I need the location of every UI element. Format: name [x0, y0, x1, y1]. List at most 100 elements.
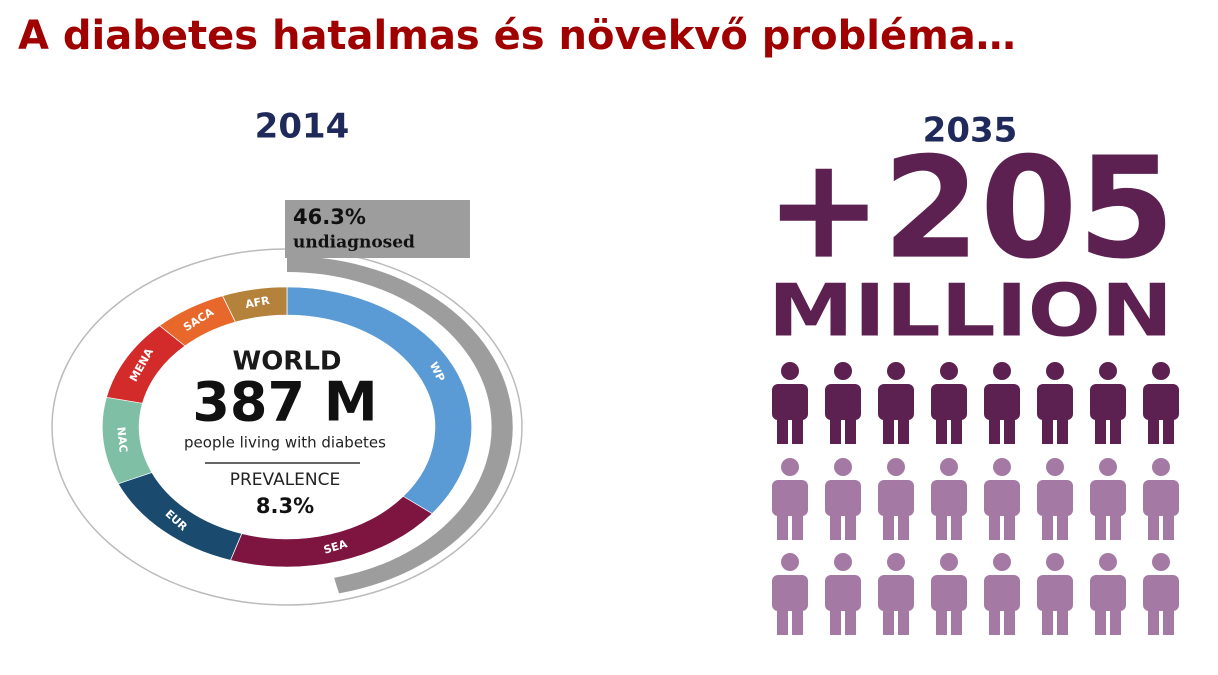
icon-leg [898, 607, 909, 635]
icon-head [781, 362, 799, 380]
icon-leg [1004, 416, 1015, 444]
icon-leg [898, 512, 909, 540]
icon-leg [1004, 607, 1015, 635]
icon-leg [1042, 512, 1053, 540]
icon-body [931, 575, 967, 611]
icon-leg [951, 512, 962, 540]
icon-body [1143, 384, 1179, 420]
icon-leg [883, 512, 894, 540]
icon-head [1152, 553, 1170, 571]
icon-leg [777, 512, 788, 540]
center-caption: people living with diabetes [184, 434, 386, 452]
icon-leg [883, 607, 894, 635]
region-label: NAC [114, 426, 130, 453]
icon-body [825, 575, 861, 611]
icon-leg [1110, 416, 1121, 444]
icon-body [825, 480, 861, 516]
icon-leg [936, 416, 947, 444]
icon-leg [830, 512, 841, 540]
icon-head [1099, 458, 1117, 476]
icon-leg [1095, 416, 1106, 444]
icon-leg [989, 607, 1000, 635]
icon-body [878, 575, 914, 611]
icon-head [1152, 458, 1170, 476]
icon-leg [845, 512, 856, 540]
icon-body [825, 384, 861, 420]
icon-leg [1095, 607, 1106, 635]
prevalence-value: 8.3% [256, 494, 314, 518]
icon-leg [830, 416, 841, 444]
region-segment [286, 286, 473, 515]
region-segment [222, 286, 288, 323]
icon-leg [1148, 512, 1159, 540]
icon-head [940, 362, 958, 380]
icon-head [993, 362, 1011, 380]
slide-title: A diabetes hatalmas és növekvő probléma… [18, 13, 1016, 59]
icon-head [834, 362, 852, 380]
increase: +205 [765, 128, 1175, 291]
icon-head [1099, 362, 1117, 380]
icon-head [1046, 362, 1064, 380]
icon-leg [1042, 416, 1053, 444]
icon-body [1037, 575, 1073, 611]
undiagnosed-arc [286, 256, 513, 594]
icon-leg [1148, 607, 1159, 635]
icon-head [781, 458, 799, 476]
icon-head [887, 458, 905, 476]
icon-head [940, 553, 958, 571]
icon-leg [883, 416, 894, 444]
icon-head [887, 362, 905, 380]
icon-head [1046, 458, 1064, 476]
icon-leg [989, 416, 1000, 444]
icon-leg [792, 416, 803, 444]
icon-body [772, 480, 808, 516]
icon-leg [1163, 416, 1174, 444]
year-2014: 2014 [255, 107, 350, 147]
icon-head [993, 458, 1011, 476]
people-icons [772, 362, 1179, 635]
icon-leg [1110, 512, 1121, 540]
icon-leg [1057, 607, 1068, 635]
icon-body [1143, 575, 1179, 611]
icon-leg [845, 607, 856, 635]
icon-head [993, 553, 1011, 571]
icon-leg [898, 416, 909, 444]
icon-leg [1163, 512, 1174, 540]
icon-head [1046, 553, 1064, 571]
icon-leg [936, 607, 947, 635]
center-heading: WORLD [233, 347, 342, 377]
undiagnosed-label: undiagnosed [293, 233, 415, 253]
icon-leg [1095, 512, 1106, 540]
icon-body [984, 575, 1020, 611]
donut-ring [52, 249, 522, 605]
icon-leg [777, 416, 788, 444]
region-label: AFR [244, 294, 271, 311]
icon-body [1037, 384, 1073, 420]
icon-leg [1057, 416, 1068, 444]
icon-body [1037, 480, 1073, 516]
icon-leg [845, 416, 856, 444]
icon-head [834, 458, 852, 476]
icon-body [1090, 575, 1126, 611]
icon-leg [951, 416, 962, 444]
icon-head [940, 458, 958, 476]
icon-leg [1163, 607, 1174, 635]
icon-body [984, 480, 1020, 516]
icon-body [931, 384, 967, 420]
icon-leg [1004, 512, 1015, 540]
icon-body [878, 480, 914, 516]
center-total: 387 M [192, 371, 377, 434]
icon-leg [792, 512, 803, 540]
icon-body [1090, 384, 1126, 420]
undiagnosed-box [285, 200, 470, 258]
prevalence-label: PREVALENCE [230, 470, 341, 490]
unit: MILLION [768, 269, 1173, 353]
icon-body [878, 384, 914, 420]
icon-head [834, 553, 852, 571]
icon-leg [936, 512, 947, 540]
icon-body [772, 384, 808, 420]
icon-body [1090, 480, 1126, 516]
icon-head [1152, 362, 1170, 380]
